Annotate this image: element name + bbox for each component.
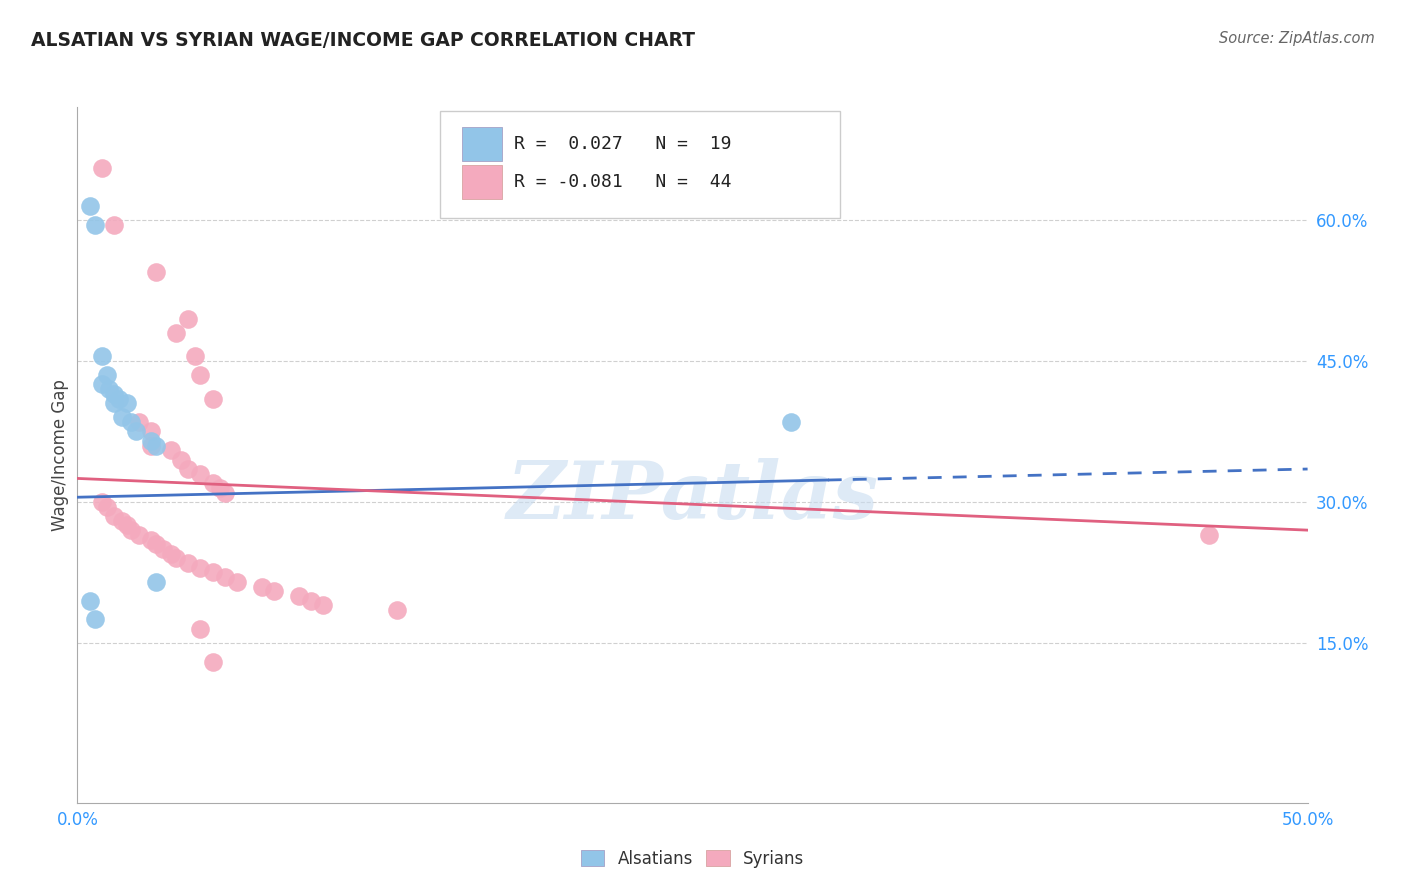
Point [111, 410, 132, 425]
Point [90, 377, 114, 392]
Point [188, 467, 212, 481]
Y-axis label: Wage/Income Gap: Wage/Income Gap [51, 379, 69, 531]
Text: ZIPatlas: ZIPatlas [506, 458, 879, 535]
Point [165, 551, 187, 566]
Point [96, 500, 118, 514]
Point [79, 199, 101, 213]
Point [128, 528, 150, 542]
Point [121, 415, 143, 429]
Point [201, 392, 224, 406]
Point [201, 566, 224, 580]
Text: R = -0.081   N =  44: R = -0.081 N = 44 [515, 173, 731, 191]
Point [184, 349, 207, 363]
Point [121, 523, 143, 537]
Point [141, 425, 163, 439]
Point [263, 584, 285, 599]
FancyBboxPatch shape [440, 111, 841, 219]
Point [177, 556, 200, 570]
Point [312, 599, 335, 613]
Point [79, 593, 101, 607]
Point [160, 443, 183, 458]
Point [165, 326, 187, 340]
Point [103, 218, 125, 232]
Point [115, 396, 138, 410]
Point [141, 438, 163, 452]
Text: R =  0.027   N =  19: R = 0.027 N = 19 [515, 135, 731, 153]
Point [250, 580, 273, 594]
Point [188, 560, 212, 574]
Point [141, 434, 163, 448]
Point [152, 541, 174, 556]
Text: Source: ZipAtlas.com: Source: ZipAtlas.com [1219, 31, 1375, 46]
Point [214, 570, 236, 584]
Point [201, 476, 224, 491]
Point [111, 514, 132, 528]
Point [188, 368, 212, 382]
Point [128, 415, 150, 429]
Point [98, 382, 121, 396]
Text: ALSATIAN VS SYRIAN WAGE/INCOME GAP CORRELATION CHART: ALSATIAN VS SYRIAN WAGE/INCOME GAP CORRE… [31, 31, 695, 50]
Point [209, 481, 232, 495]
Point [145, 537, 167, 551]
Point [90, 495, 114, 509]
Point [177, 311, 200, 326]
Point [96, 368, 118, 382]
Point [160, 547, 183, 561]
Point [188, 622, 212, 636]
Point [145, 574, 167, 589]
Point [103, 386, 125, 401]
Point [83, 612, 105, 626]
Point [214, 485, 236, 500]
Point [90, 349, 114, 363]
Point [145, 264, 167, 278]
Point [83, 218, 105, 232]
Point [385, 603, 409, 617]
Point [125, 425, 148, 439]
Point [780, 415, 803, 429]
Point [108, 392, 131, 406]
Point [141, 533, 163, 547]
Point [90, 161, 114, 176]
Point [115, 518, 138, 533]
Point [1198, 528, 1220, 542]
Point [201, 655, 224, 669]
Point [103, 396, 125, 410]
Legend: Alsatians, Syrians: Alsatians, Syrians [574, 843, 811, 874]
Point [177, 462, 200, 476]
Point [170, 452, 193, 467]
Point [226, 574, 249, 589]
Point [299, 593, 322, 607]
FancyBboxPatch shape [463, 165, 502, 199]
FancyBboxPatch shape [463, 127, 502, 161]
Point [103, 509, 125, 524]
Point [145, 438, 167, 452]
Point [288, 589, 311, 603]
